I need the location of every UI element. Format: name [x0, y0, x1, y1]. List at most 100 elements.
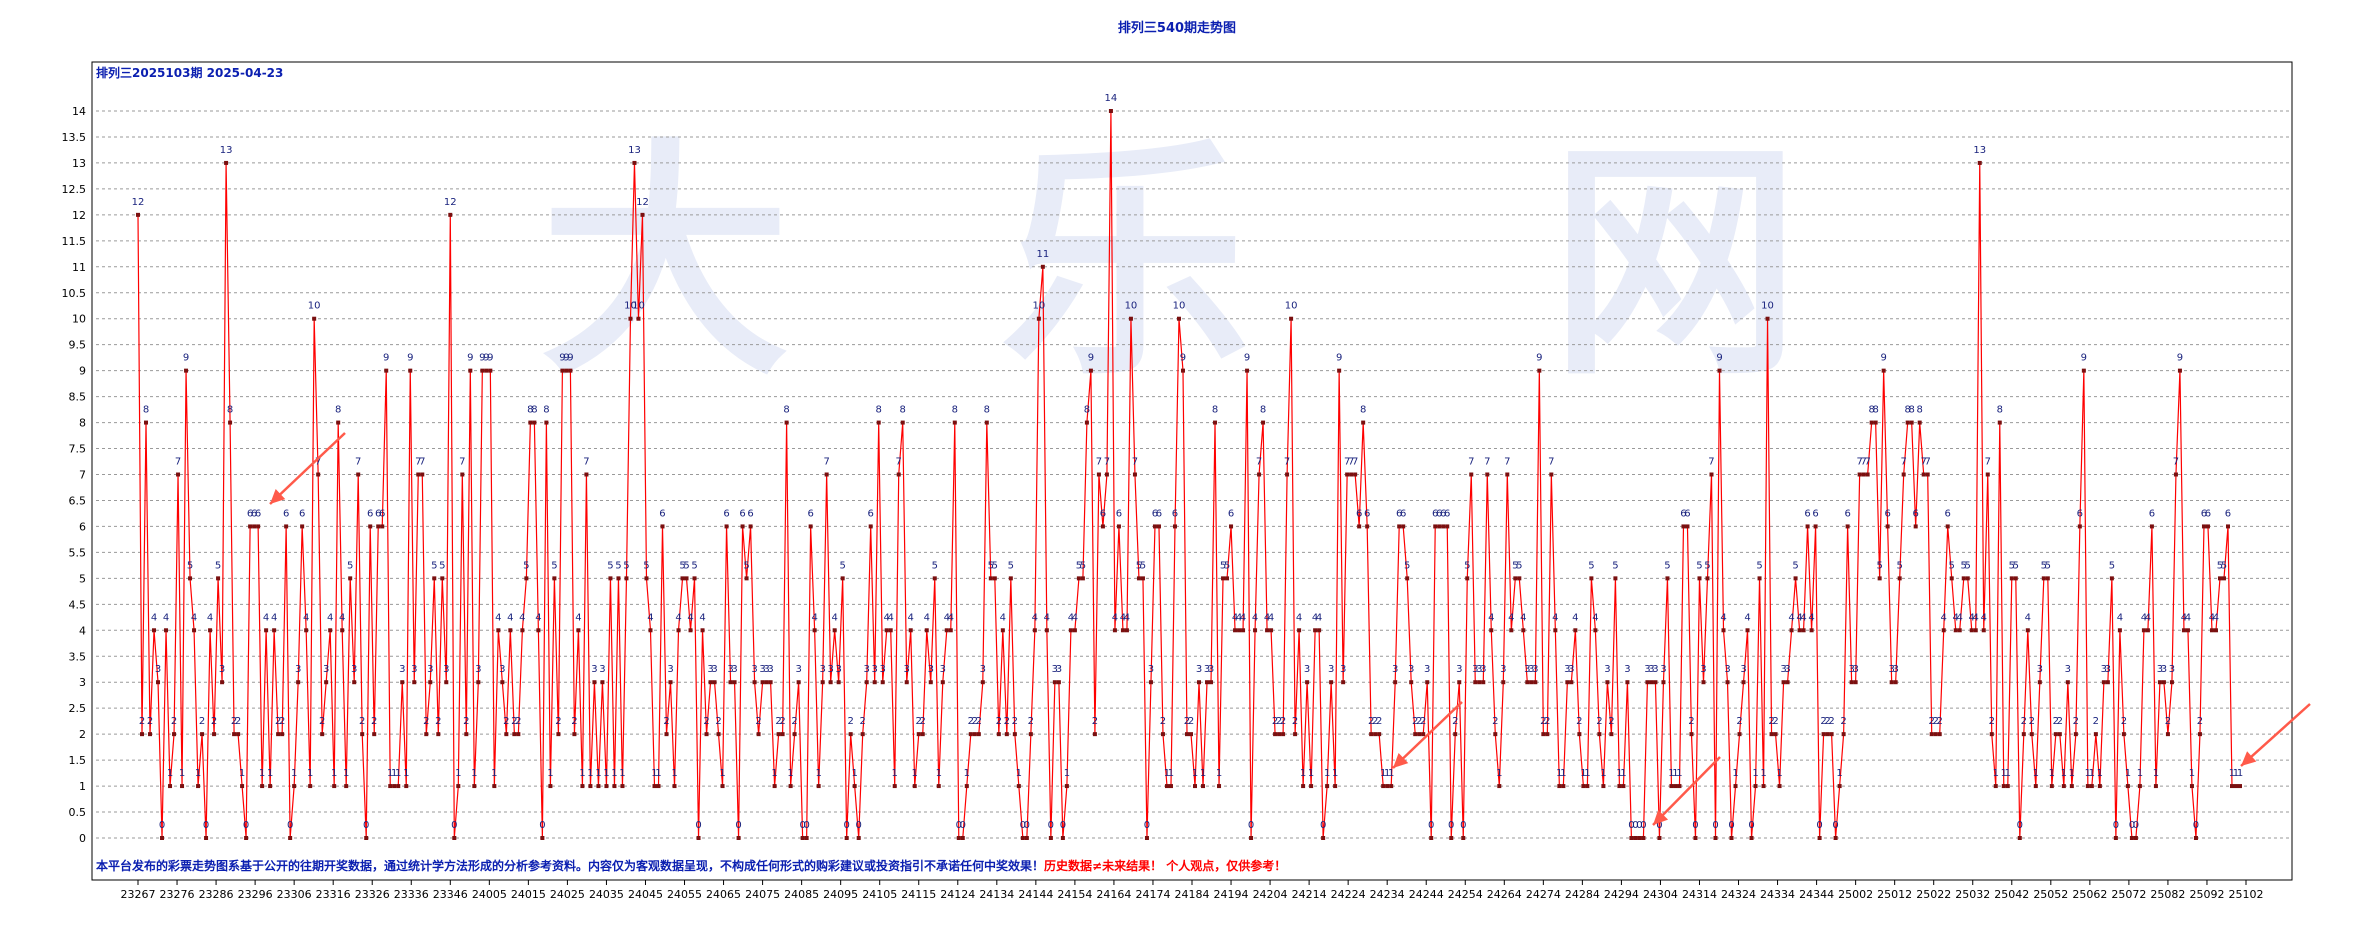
x-tick-label: 24204 [1253, 888, 1288, 901]
data-label: 3 [1724, 664, 1730, 675]
data-label: 10 [308, 301, 321, 312]
data-point [1961, 576, 1966, 581]
data-label: 6 [1156, 508, 1162, 519]
data-label: 3 [707, 664, 713, 675]
data-label: 1 [1620, 768, 1626, 779]
data-label: 6 [723, 508, 729, 519]
data-point [1253, 628, 1258, 633]
data-point [1685, 524, 1690, 529]
data-point [288, 836, 293, 840]
data-label: 1 [2089, 768, 2095, 779]
data-point [1641, 836, 1646, 840]
data-point [708, 680, 713, 685]
x-tick-label: 23326 [355, 888, 390, 901]
y-tick-label: 8.5 [69, 391, 87, 404]
data-label: 3 [1476, 664, 1482, 675]
data-label: 0 [2113, 820, 2119, 831]
data-point [1417, 732, 1422, 737]
data-label: 1 [1192, 768, 1198, 779]
data-label: 3 [1740, 664, 1746, 675]
data-point [984, 420, 989, 425]
data-point [144, 420, 149, 425]
data-label: 3 [1472, 664, 1478, 675]
data-point [1517, 576, 1522, 581]
data-point [788, 784, 793, 789]
data-label: 5 [1220, 560, 1226, 571]
data-label: 0 [956, 820, 962, 831]
data-point [364, 836, 369, 840]
data-point [1449, 836, 1454, 840]
data-point [236, 732, 241, 737]
data-label: 6 [739, 508, 745, 519]
data-label: 4 [1800, 612, 1806, 623]
x-tick-label: 24294 [1604, 888, 1639, 901]
data-point [2105, 680, 2110, 685]
data-label: 7 [415, 457, 421, 468]
data-label: 2 [703, 716, 709, 727]
data-point [308, 784, 313, 789]
data-point [408, 368, 413, 373]
data-point [924, 628, 929, 633]
data-point [1325, 784, 1330, 789]
data-point [372, 732, 377, 737]
data-point [1885, 524, 1890, 529]
data-label: 1 [267, 768, 273, 779]
data-label: 1 [771, 768, 777, 779]
data-point [856, 836, 861, 840]
data-label: 4 [687, 612, 693, 623]
data-point [1481, 680, 1486, 685]
data-point [712, 680, 717, 685]
data-label: 4 [1488, 612, 1494, 623]
data-label: 0 [243, 820, 249, 831]
y-tick-label: 5 [79, 572, 86, 585]
data-point [724, 524, 729, 529]
x-tick-label: 24214 [1292, 888, 1327, 901]
data-label: 7 [1096, 457, 1102, 468]
data-label: 5 [1516, 560, 1522, 571]
data-label: 2 [1276, 716, 1282, 727]
data-label: 4 [1252, 612, 1258, 623]
data-point [580, 784, 585, 789]
data-point [1184, 732, 1189, 737]
data-label: 2 [511, 716, 517, 727]
data-label: 3 [2101, 664, 2107, 675]
data-label: 0 [1024, 820, 1030, 831]
data-label: 4 [1124, 612, 1130, 623]
data-label: 0 [1728, 820, 1734, 831]
data-point [2129, 836, 2134, 840]
data-point [1745, 628, 1750, 633]
data-point [268, 784, 273, 789]
data-label: 1 [1332, 768, 1338, 779]
data-label: 0 [363, 820, 369, 831]
data-label: 3 [1568, 664, 1574, 675]
x-tick-label: 23346 [433, 888, 468, 901]
data-label: 1 [1676, 768, 1682, 779]
data-point [424, 732, 429, 737]
data-label: 4 [495, 612, 501, 623]
data-point [200, 732, 205, 737]
data-label: 0 [2193, 820, 2199, 831]
x-tick-label: 24025 [550, 888, 585, 901]
data-point [2145, 628, 2150, 633]
data-point [2073, 732, 2078, 737]
x-tick-label: 25012 [1877, 888, 1912, 901]
data-point [1477, 680, 1482, 685]
data-point [620, 784, 625, 789]
data-label: 4 [2213, 612, 2219, 623]
data-label: 3 [727, 664, 733, 675]
data-label: 6 [747, 508, 753, 519]
data-point [1597, 732, 1602, 737]
data-point [388, 784, 393, 789]
data-label: 7 [1925, 457, 1931, 468]
y-tick-label: 7.5 [69, 443, 87, 456]
data-label: 1 [611, 768, 617, 779]
data-point [852, 784, 857, 789]
data-label: 0 [1748, 820, 1754, 831]
y-tick-label: 11.5 [62, 235, 87, 248]
x-tick-label: 25032 [1955, 888, 1990, 901]
data-label: 1 [1993, 768, 1999, 779]
data-label: 4 [271, 612, 277, 623]
chart-title: 排列三540期走势图 [1118, 20, 1236, 36]
data-label: 7 [1468, 457, 1474, 468]
data-point [328, 628, 333, 633]
